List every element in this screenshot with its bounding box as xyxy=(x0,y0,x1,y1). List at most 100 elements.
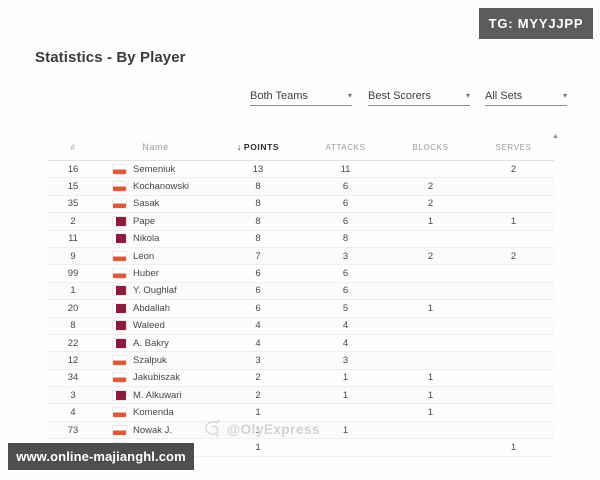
flag-qatar-icon xyxy=(113,338,126,348)
flag-poland-icon xyxy=(113,355,126,365)
flag-poland-icon xyxy=(113,269,126,279)
blocks-cell: 2 xyxy=(427,198,434,210)
column-header-attacks[interactable]: ATTACKS xyxy=(325,142,366,152)
player-name-cell: Huber xyxy=(133,268,159,280)
attacks-cell: 11 xyxy=(340,163,351,175)
attacks-cell: 8 xyxy=(342,233,349,245)
site-watermark-bar: www.online-majianghl.com xyxy=(8,443,194,470)
site-watermark-text: www.online-majianghl.com xyxy=(16,449,186,464)
flag-qatar-icon xyxy=(113,216,126,226)
points-cell: 7 xyxy=(255,250,261,262)
flag-poland-icon xyxy=(113,408,126,418)
player-name-cell: Y. Oughlaf xyxy=(133,285,177,297)
column-header-number: # xyxy=(70,142,76,152)
table-row: 2 Pape 8 6 1 1 xyxy=(48,213,554,231)
player-name-cell: Pape xyxy=(133,215,156,227)
teams-filter-value: Both Teams xyxy=(250,89,308,102)
table-row: 35 Sasak 8 6 2 xyxy=(48,196,554,214)
column-header-serves[interactable]: SERVES xyxy=(495,142,532,152)
player-name-cell: Leon xyxy=(133,250,155,262)
points-cell: 3 xyxy=(255,354,261,366)
flag-poland-icon xyxy=(113,425,126,435)
attacks-cell: 1 xyxy=(342,372,349,384)
attacks-cell: 6 xyxy=(342,285,349,297)
table-row: 3 M. Alkuwari 2 1 1 xyxy=(48,387,554,405)
player-name-cell: Semeniuk xyxy=(133,163,176,175)
attacks-cell: 6 xyxy=(342,268,349,280)
points-cell: 8 xyxy=(255,198,261,210)
sets-filter-dropdown[interactable]: All Sets ▾ xyxy=(485,86,567,106)
attacks-cell: 4 xyxy=(342,320,349,332)
attacks-cell: 5 xyxy=(342,302,349,314)
chevron-down-icon: ▾ xyxy=(347,90,352,100)
player-number-cell: 8 xyxy=(70,320,76,332)
flag-poland-icon xyxy=(113,251,126,261)
table-row: 8 Waleed 4 4 xyxy=(48,317,554,335)
player-number-cell: 3 xyxy=(70,389,76,401)
table-body: 16 Semeniuk 13 11 2 15 Kochanowski 8 6 2… xyxy=(48,161,554,457)
table-row: 4 Komenda 1 1 xyxy=(48,404,554,422)
points-cell: 8 xyxy=(255,181,261,193)
flag-qatar-icon xyxy=(113,321,126,331)
table-row: 34 Jakubiszak 2 1 1 xyxy=(48,370,554,388)
player-name-cell: Komenda xyxy=(133,407,174,419)
player-name-cell: A. Bakry xyxy=(133,337,169,349)
flag-qatar-icon xyxy=(113,303,126,313)
chevron-down-icon: ▾ xyxy=(465,90,470,100)
player-name-cell: Nikola xyxy=(133,233,160,245)
blocks-cell: 2 xyxy=(427,250,434,262)
blocks-cell: 1 xyxy=(427,407,434,419)
player-name-cell: Szalpuk xyxy=(133,354,167,366)
table-header-row: # Name ↓ POINTS ATTACKS BLOCKS SERVES xyxy=(48,134,554,161)
serves-cell: 1 xyxy=(510,215,517,227)
player-stats-table: # Name ↓ POINTS ATTACKS BLOCKS SERVES 16 … xyxy=(48,134,554,457)
column-header-blocks[interactable]: BLOCKS xyxy=(412,142,449,152)
table-row: 12 Szalpuk 3 3 xyxy=(48,352,554,370)
player-name-cell: Waleed xyxy=(133,320,165,332)
player-name-cell: M. Alkuwari xyxy=(133,389,182,401)
column-header-points[interactable]: ↓ POINTS xyxy=(236,142,280,152)
player-number-cell: 11 xyxy=(68,233,78,245)
teams-filter-dropdown[interactable]: Both Teams ▾ xyxy=(250,86,352,106)
table-row: 16 Semeniuk 13 11 2 xyxy=(48,161,554,179)
blocks-cell: 1 xyxy=(427,389,434,401)
serves-cell: 1 xyxy=(510,441,517,453)
tg-badge: TG: MYYJJPP xyxy=(479,8,593,39)
player-number-cell: 20 xyxy=(67,302,79,314)
points-cell: 1 xyxy=(255,441,261,453)
table-row: 9 Leon 7 3 2 2 xyxy=(48,247,554,266)
flag-qatar-icon xyxy=(113,286,126,296)
points-cell: 4 xyxy=(255,320,261,332)
attacks-cell: 3 xyxy=(342,250,349,262)
player-name-cell: Sasak xyxy=(133,198,160,210)
sets-filter-value: All Sets xyxy=(485,89,523,102)
player-name-cell: Jakubiszak xyxy=(133,372,180,384)
player-number-cell: 99 xyxy=(67,268,79,280)
points-cell: 6 xyxy=(255,302,261,314)
player-number-cell: 2 xyxy=(70,215,76,227)
player-number-cell: 9 xyxy=(70,250,76,262)
chevron-down-icon: ▾ xyxy=(562,90,567,100)
serves-cell: 2 xyxy=(510,250,517,262)
player-number-cell: 4 xyxy=(70,407,76,419)
player-name-cell: Abdallah xyxy=(133,302,170,314)
player-number-cell: 12 xyxy=(67,354,79,366)
serves-cell: 2 xyxy=(510,163,517,175)
attacks-cell: 6 xyxy=(342,198,349,210)
player-name-cell: Kochanowski xyxy=(133,181,189,193)
scorers-filter-dropdown[interactable]: Best Scorers ▾ xyxy=(368,86,470,106)
scroll-up-icon[interactable]: ▲ xyxy=(552,133,559,140)
player-number-cell: 35 xyxy=(67,198,79,210)
points-cell: 6 xyxy=(255,268,261,280)
player-name-cell: Nowak J. xyxy=(133,424,173,436)
flag-poland-icon xyxy=(113,373,126,383)
table-row: 11 Nikola 8 8 xyxy=(48,231,554,248)
flag-poland-icon xyxy=(113,182,126,192)
attacks-cell: 6 xyxy=(342,215,349,227)
player-number-cell: 22 xyxy=(67,337,79,349)
points-cell: 6 xyxy=(255,285,261,297)
sort-desc-icon: ↓ xyxy=(236,142,242,152)
points-cell: 8 xyxy=(255,215,261,227)
points-cell: 2 xyxy=(255,372,261,384)
